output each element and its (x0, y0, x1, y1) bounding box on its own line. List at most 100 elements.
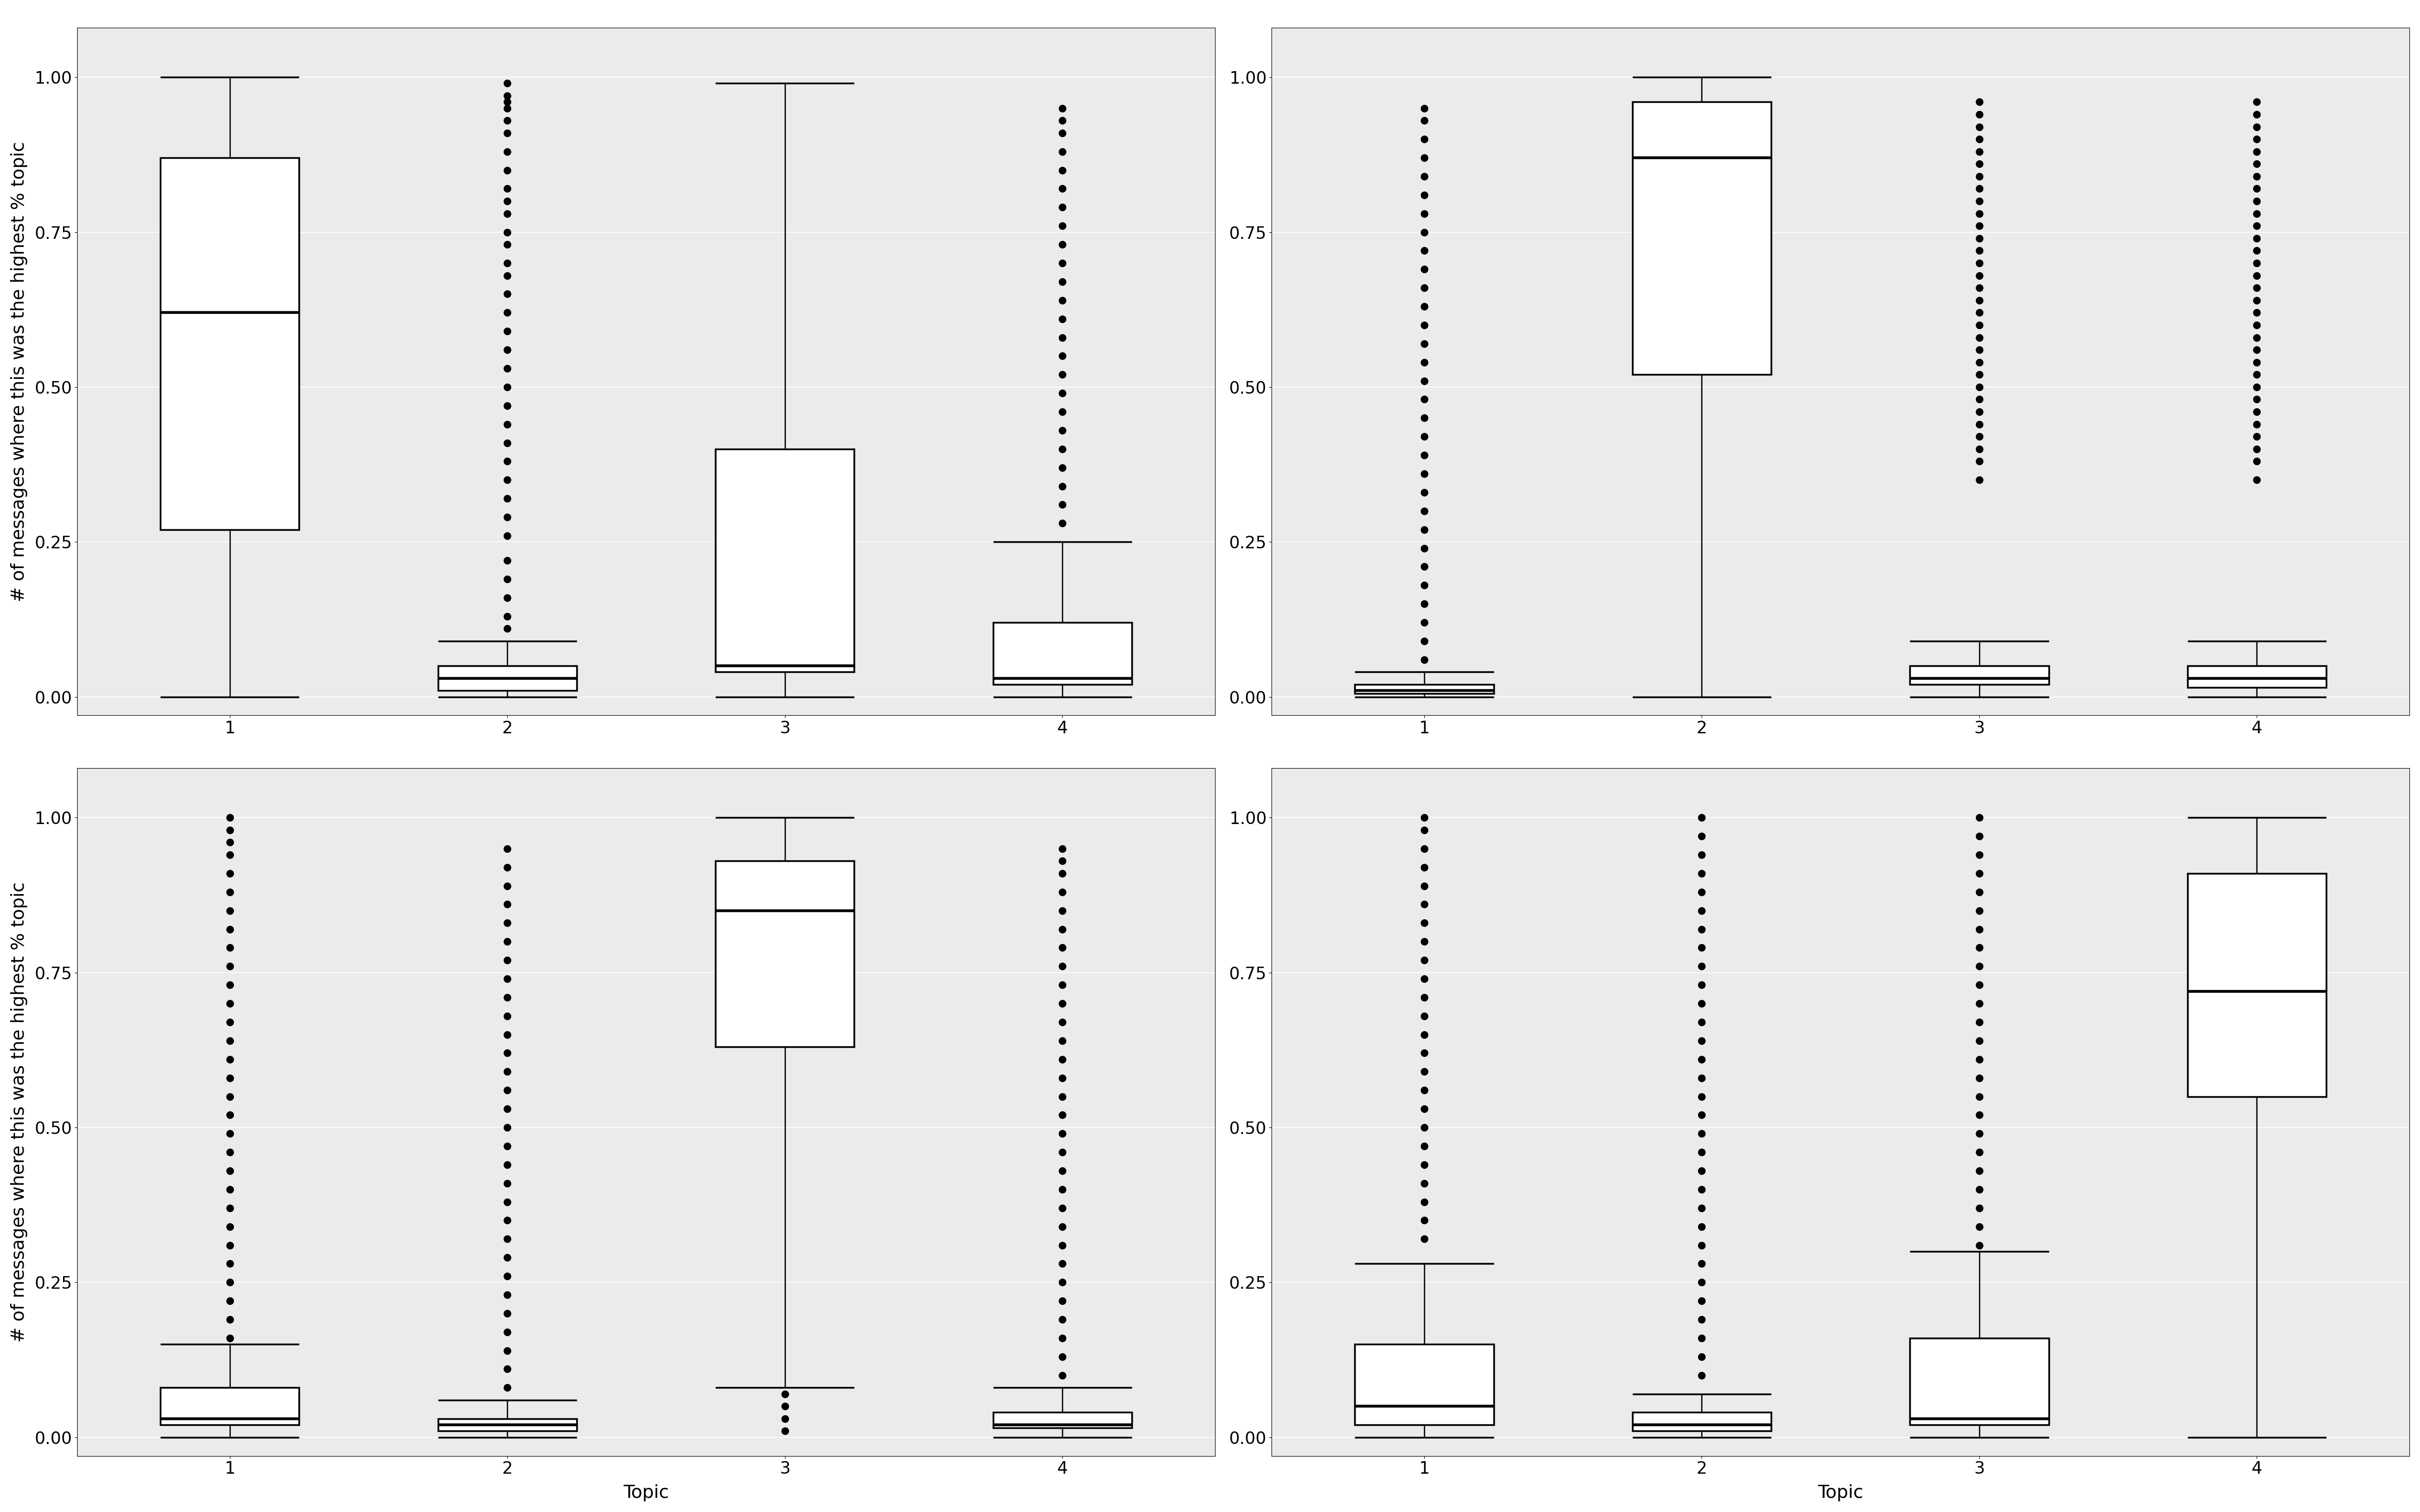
Point (1682, 1066, 1721, 1090)
Point (489, 948, 528, 972)
Point (1406, 165, 1445, 189)
Point (2238, 151, 2277, 175)
Point (1406, 387, 1445, 411)
Text: sci.space: sci.space (605, 0, 687, 17)
Point (489, 549, 528, 573)
Point (1406, 313, 1445, 337)
Point (489, 71, 528, 95)
Point (211, 1048, 249, 1072)
Point (489, 319, 528, 343)
Point (489, 1246, 528, 1270)
Point (489, 221, 528, 245)
Point (1043, 381, 1082, 405)
Point (1406, 629, 1445, 653)
Point (489, 605, 528, 629)
Point (489, 505, 528, 529)
Point (489, 1320, 528, 1344)
Point (1682, 1140, 1721, 1164)
Point (1043, 880, 1082, 904)
Point (1043, 511, 1082, 535)
Point (1406, 1190, 1445, 1214)
Point (1406, 331, 1445, 355)
Point (1043, 1364, 1082, 1388)
Point (211, 1178, 249, 1202)
Point (1682, 1288, 1721, 1312)
Point (489, 1356, 528, 1380)
Point (1682, 1364, 1721, 1388)
Point (1960, 1158, 1999, 1182)
Point (1960, 363, 1999, 387)
Point (1406, 1116, 1445, 1140)
Point (211, 1084, 249, 1108)
Point (1960, 189, 1999, 213)
Point (489, 375, 528, 399)
Point (1682, 1028, 1721, 1052)
Point (489, 1190, 528, 1214)
Point (2238, 115, 2277, 139)
Point (1960, 1178, 1999, 1202)
Bar (160, 157, 300, 529)
Point (1043, 1326, 1082, 1350)
Point (211, 1252, 249, 1276)
Point (2238, 227, 2277, 251)
Point (211, 1326, 249, 1350)
Point (2238, 239, 2277, 263)
Point (211, 898, 249, 922)
Point (489, 1096, 528, 1120)
Point (1682, 824, 1721, 848)
Point (211, 1288, 249, 1312)
Point (1960, 467, 1999, 491)
X-axis label: Topic: Topic (1817, 1485, 1863, 1501)
Point (1960, 413, 1999, 437)
Point (489, 89, 528, 113)
Point (489, 251, 528, 275)
Point (2238, 189, 2277, 213)
Point (2238, 363, 2277, 387)
Point (489, 281, 528, 305)
Point (211, 806, 249, 830)
Point (1043, 992, 1082, 1016)
Point (2238, 313, 2277, 337)
Point (2238, 375, 2277, 399)
Point (1960, 1066, 1999, 1090)
Point (1043, 1270, 1082, 1294)
Point (489, 159, 528, 183)
Point (1406, 892, 1445, 916)
Point (1960, 151, 1999, 175)
Point (1682, 1010, 1721, 1034)
Point (1043, 848, 1082, 872)
Point (1043, 1122, 1082, 1146)
Point (489, 177, 528, 201)
Point (211, 992, 249, 1016)
Point (2238, 213, 2277, 237)
Point (1682, 918, 1721, 942)
Point (211, 880, 249, 904)
Point (1960, 399, 1999, 423)
Point (1043, 213, 1082, 237)
Point (1406, 145, 1445, 169)
Point (2238, 263, 2277, 287)
Point (1960, 89, 1999, 113)
Bar (1355, 1344, 1493, 1424)
Text: sci.electronics: sci.electronics (1776, 741, 1905, 758)
Point (1043, 251, 1082, 275)
Point (1043, 1344, 1082, 1368)
Point (1682, 954, 1721, 978)
Point (1043, 121, 1082, 145)
Point (489, 1134, 528, 1158)
X-axis label: Topic: Topic (624, 1485, 668, 1501)
Point (211, 1308, 249, 1332)
Bar (1634, 101, 1771, 375)
Point (2238, 337, 2277, 361)
Point (489, 337, 528, 361)
Point (1406, 1060, 1445, 1084)
Point (1406, 201, 1445, 225)
Point (1043, 399, 1082, 423)
Point (1043, 1308, 1082, 1332)
Point (211, 862, 249, 886)
Point (489, 301, 528, 325)
Point (1960, 263, 1999, 287)
Point (1960, 880, 1999, 904)
Point (1960, 1102, 1999, 1126)
Point (1960, 165, 1999, 189)
